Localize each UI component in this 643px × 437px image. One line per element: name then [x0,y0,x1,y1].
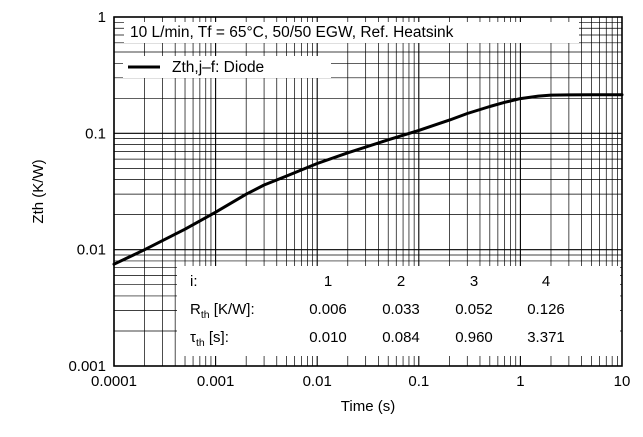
table-column-header: 2 [397,273,405,290]
y-tick-label: 0.001 [68,358,106,375]
y-tick-label: 1 [98,9,106,26]
table-cell: 0.010 [309,329,347,346]
series-layer [112,93,624,266]
plot-frame [113,16,623,367]
x-tick-label: 0.0001 [91,373,137,390]
y-tick-label: 0.01 [77,242,106,259]
legend: Zth,j–f: Diode [123,56,331,78]
table-column-header: 4 [542,273,550,290]
table-column-header: 3 [470,273,478,290]
x-tick-label: 10 [614,373,631,390]
legend-entry: Zth,j–f: Diode [172,59,264,76]
table-cell: 0.033 [382,301,420,318]
table-row-label: τth [s]: [190,329,229,349]
table-cell: 0.960 [455,329,493,346]
y-axis-title: Zth (K/W) [30,159,47,223]
table-cell: 3.371 [527,329,565,346]
table-cell: 0.084 [382,329,420,346]
table-cell: 0.006 [309,301,347,318]
table-cell: 0.052 [455,301,493,318]
thermal-parameter-table: i: 1 2 3 4 Rth [K/W]: 0.006 0.033 0.052 0.126 τth … [177,266,620,356]
table-column-header: 1 [324,273,332,290]
series-line [112,93,624,266]
table-row-label: Rth [K/W]: [190,301,255,321]
x-tick-label: 0.1 [408,373,429,390]
x-tick-label: 0.001 [197,373,235,390]
table-cell: 0.126 [527,301,565,318]
chart-title: 10 L/min, Tf = 65°C, 50/50 EGW, Ref. Hea… [130,24,454,41]
x-tick-label: 1 [516,373,524,390]
x-tick-label: 0.01 [303,373,332,390]
y-tick-label: 0.1 [85,125,106,142]
title-box: 10 L/min, Tf = 65°C, 50/50 EGW, Ref. Hea… [124,22,579,43]
x-axis-title: Time (s) [341,398,395,415]
table-header-label: i: [190,273,198,290]
